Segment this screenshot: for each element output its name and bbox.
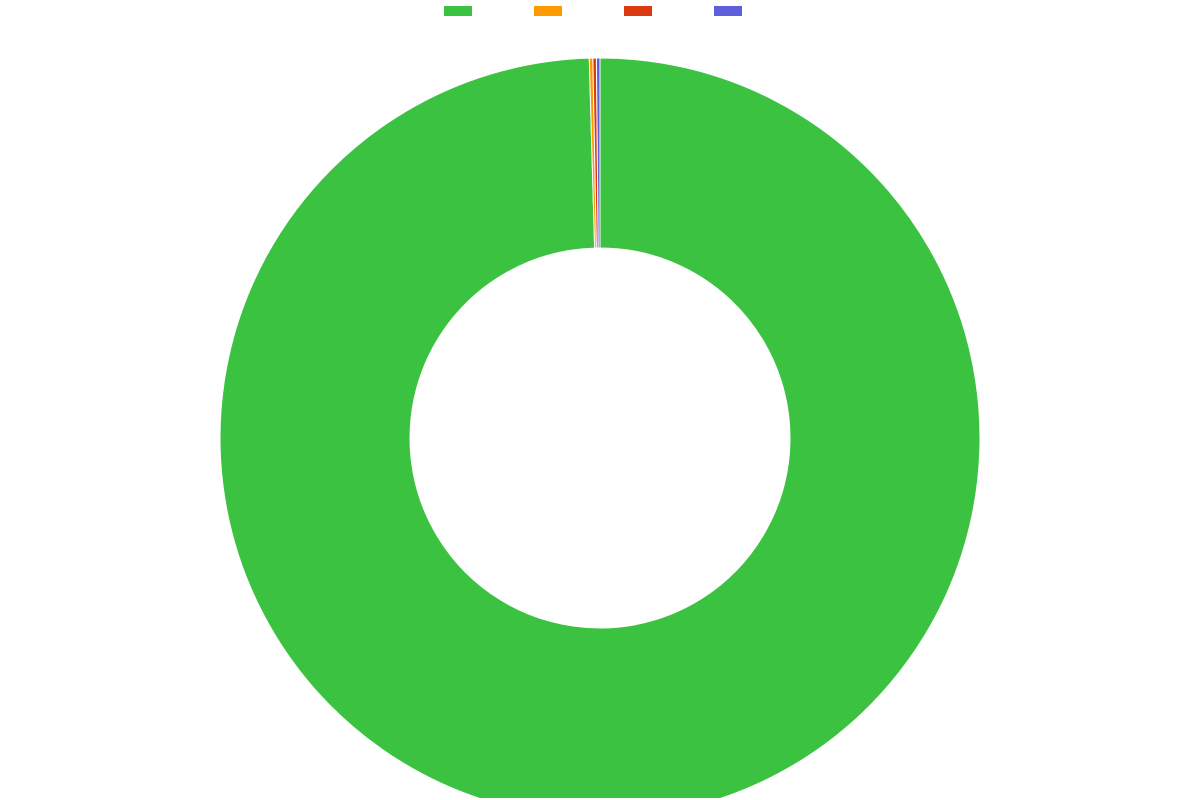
donut-chart [0, 26, 1200, 798]
legend-swatch-0 [444, 6, 472, 16]
donut-svg [0, 26, 1200, 798]
legend-swatch-1 [534, 6, 562, 16]
legend [0, 6, 1200, 16]
chart-page [0, 0, 1200, 800]
legend-item [714, 6, 756, 16]
legend-item [624, 6, 666, 16]
legend-swatch-2 [624, 6, 652, 16]
legend-item [534, 6, 576, 16]
legend-item [444, 6, 486, 16]
donut-slices [220, 58, 980, 798]
legend-swatch-3 [714, 6, 742, 16]
